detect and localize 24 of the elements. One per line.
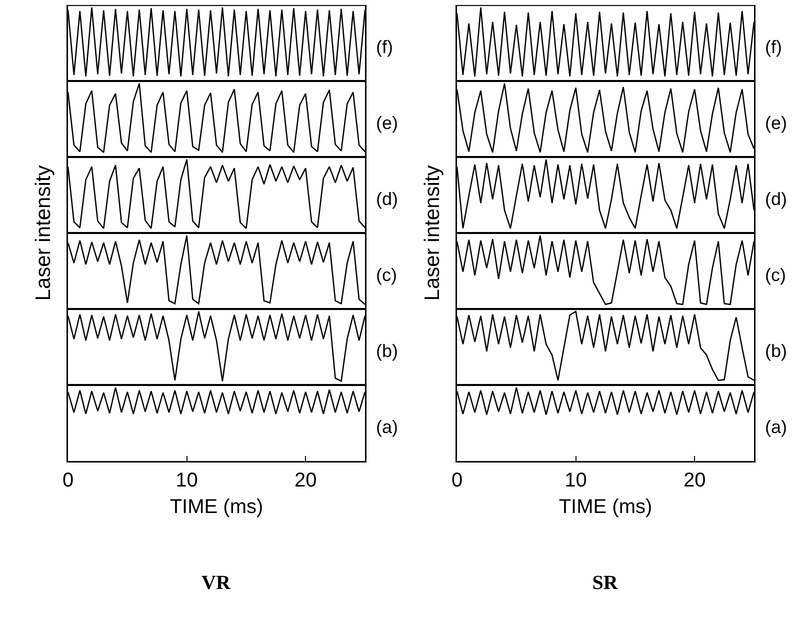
series-label: (a) [376, 417, 398, 437]
series-label: (f) [765, 37, 782, 57]
y-axis-title: Laser intensity [421, 165, 445, 301]
series-label: (e) [765, 113, 787, 133]
x-tick-label: 20 [294, 470, 317, 492]
series-label: (e) [376, 113, 398, 133]
x-tick-label: 0 [62, 470, 74, 492]
series-label: (f) [376, 37, 393, 57]
x-tick-label: 10 [176, 470, 198, 492]
x-tick-label: 20 [683, 470, 706, 492]
series-label: (b) [765, 341, 787, 361]
series-label: (b) [376, 341, 398, 361]
x-tick-label: 10 [564, 470, 587, 492]
series-label: (c) [376, 265, 397, 285]
text: SR [592, 572, 618, 595]
x-axis-title: TIME (ms) [170, 496, 264, 518]
series-label: (c) [765, 265, 786, 285]
series-label: (a) [765, 417, 787, 437]
series-label: (d) [765, 189, 787, 209]
series-label: (d) [376, 189, 398, 209]
x-tick-label: 0 [451, 470, 463, 492]
text: VR [202, 572, 230, 595]
y-axis-title: Laser intensity [32, 165, 56, 301]
x-axis-title: TIME (ms) [558, 496, 652, 518]
